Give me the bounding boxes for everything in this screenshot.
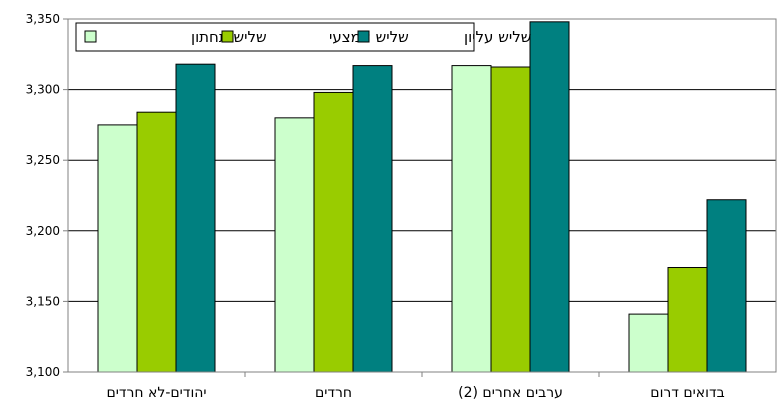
bar [136, 111, 177, 373]
bar [274, 117, 315, 373]
plot-area-border [67, 18, 777, 373]
bar [97, 124, 138, 373]
legend-box [75, 22, 475, 52]
legend-label: שליש עליון [464, 28, 531, 46]
legend-swatch [84, 30, 97, 43]
y-axis-ticks: 3,100 3,150 3,200 3,250 3,300 3,350 [26, 12, 68, 379]
y-tick-label: 3,250 [26, 153, 60, 167]
bar [490, 66, 531, 373]
bar [706, 199, 747, 373]
bar [667, 267, 708, 373]
x-category-label: יהודים-לא חרדים [106, 385, 206, 401]
y-tick-label: 3,300 [26, 83, 60, 97]
legend-swatch [357, 30, 370, 43]
y-tick-label: 3,200 [26, 224, 60, 238]
bar [451, 65, 492, 373]
x-category-label: בדואים דרום [650, 385, 724, 401]
bars [97, 21, 747, 377]
bar [529, 21, 570, 373]
legend-swatch [221, 30, 234, 43]
x-axis-labels: יהודים-לא חרדים חרדים ערבים אחרים (2) בדואי… [106, 385, 724, 401]
x-category-label: חרדים [315, 385, 352, 401]
bar [352, 65, 393, 373]
legend: שליש תחתון שליש אמצעי שליש עליון [75, 22, 531, 52]
bar [175, 63, 216, 373]
x-category-label: ערבים אחרים (2) [458, 385, 563, 401]
y-tick-label: 3,150 [26, 294, 60, 308]
y-tick-label: 3,100 [26, 365, 60, 379]
y-tick-label: 3,350 [26, 12, 60, 26]
bar [313, 91, 354, 373]
bar [628, 313, 669, 373]
